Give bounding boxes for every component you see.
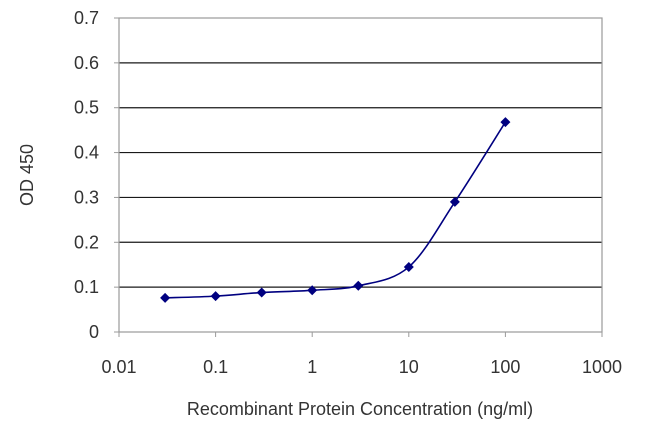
data-point [403, 261, 414, 272]
x-tick-label: 0.1 [203, 357, 228, 377]
y-tick-label: 0.1 [74, 277, 99, 297]
data-point [500, 117, 511, 128]
data-point [210, 291, 221, 302]
x-axis-ticks: 0.01 0.1 1 10 100 1000 [101, 332, 622, 377]
y-tick-label: 0.2 [74, 232, 99, 252]
data-point [449, 196, 460, 207]
data-point [353, 280, 364, 291]
plot-frame [118, 17, 603, 333]
y-axis-title: OD 450 [17, 144, 37, 206]
plot-background [119, 18, 602, 332]
y-tick-label: 0 [89, 322, 99, 342]
gridlines [119, 62, 602, 288]
x-tick-label: 0.01 [101, 357, 136, 377]
data-point [160, 292, 171, 303]
x-tick-label: 1000 [582, 357, 622, 377]
y-tick-label: 0.6 [74, 53, 99, 73]
data-series [160, 117, 511, 303]
x-axis-title: Recombinant Protein Concentration (ng/ml… [187, 399, 533, 419]
x-tick-label: 1 [307, 357, 317, 377]
data-point [307, 285, 318, 296]
y-axis-ticks: 0 0.1 0.2 0.3 0.4 0.5 0.6 0.7 [74, 8, 119, 342]
data-point [256, 287, 267, 298]
x-tick-label: 10 [399, 357, 419, 377]
x-tick-label: 100 [490, 357, 520, 377]
y-tick-label: 0.4 [74, 143, 99, 163]
y-tick-label: 0.5 [74, 98, 99, 118]
y-tick-label: 0.7 [74, 8, 99, 28]
y-tick-label: 0.3 [74, 187, 99, 207]
